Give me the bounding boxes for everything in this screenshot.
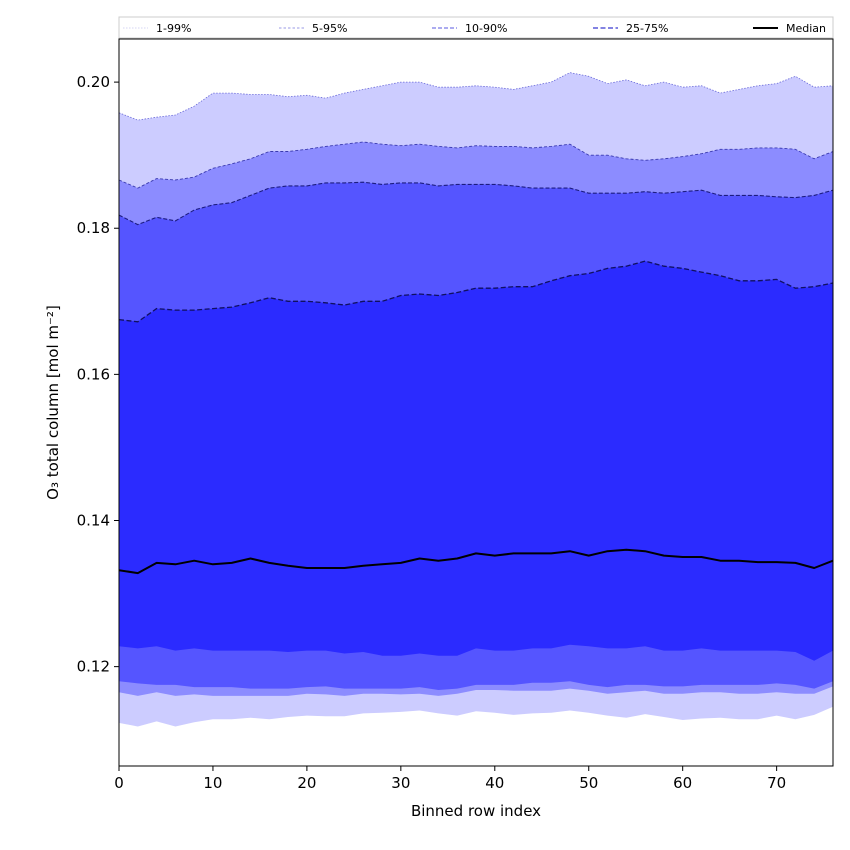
y-tick-label: 0.16 [77,365,110,383]
y-axis-label: O₃ total column [mol m⁻²] [44,305,62,500]
y-tick-label: 0.14 [77,512,110,530]
legend-item-5-95pct: 5-95% [279,22,347,35]
x-tick-label: 70 [767,774,786,792]
x-tick-label: 20 [297,774,316,792]
band-1-99pct-upper-edge [119,72,833,121]
legend-label: 1-99% [156,22,191,35]
x-tick-label: 50 [579,774,598,792]
x-tick-label: 30 [391,774,410,792]
band-25-75pct-upper-edge [119,260,833,323]
legend-label: 25-75% [626,22,668,35]
legend: 1-99% 5-95% 10-90% 25-75% Median [118,16,834,39]
y-axis: 0.12 0.14 0.16 0.18 0.20 [77,73,119,676]
band-5-95pct-upper-edge [119,141,833,189]
legend-label: 5-95% [312,22,347,35]
x-axis-label: Binned row index [411,802,541,820]
percentile-bands [119,72,833,727]
x-tick-label: 0 [114,774,124,792]
y-tick-label: 0.18 [77,219,110,237]
legend-item-median: Median [753,22,826,35]
legend-item-25-75pct: 25-75% [593,22,668,35]
legend-label: Median [786,22,826,35]
band-10-90pct-upper-edge [119,181,833,226]
legend-item-10-90pct: 10-90% [432,22,507,35]
median-line [119,548,833,575]
x-axis: 0 10 20 30 40 50 60 70 [114,766,786,792]
x-tick-label: 10 [203,774,222,792]
y-tick-label: 0.12 [77,658,110,676]
y-tick-label: 0.20 [77,73,110,91]
median-layer [119,548,833,575]
legend-label: 10-90% [465,22,507,35]
x-tick-label: 40 [485,774,504,792]
axes-frame [118,38,834,767]
x-tick-label: 60 [673,774,692,792]
band-25-75pct [119,261,833,661]
legend-frame [118,16,834,39]
plot-area [119,72,833,727]
legend-item-1-99pct: 1-99% [123,22,191,35]
